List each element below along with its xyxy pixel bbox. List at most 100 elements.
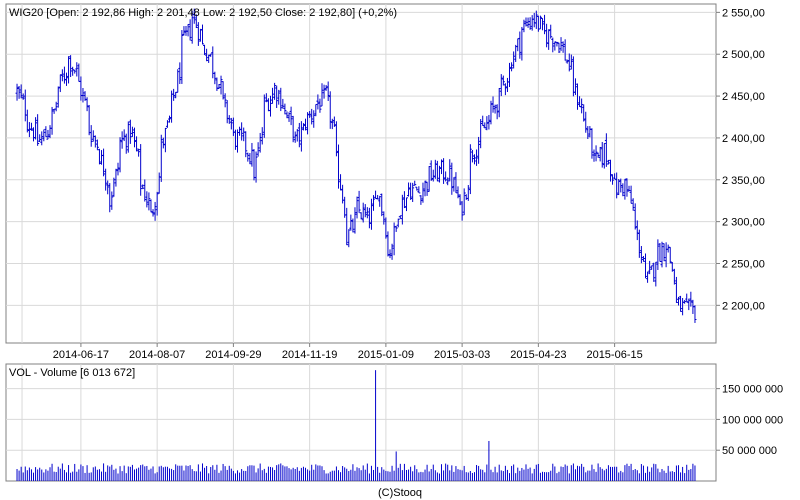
ohlc-bar <box>559 37 563 51</box>
ohlc-bar <box>256 142 260 157</box>
ohlc-bar <box>347 229 351 248</box>
ohlc-bar <box>668 246 672 264</box>
ohlc-bar <box>549 24 553 39</box>
ohlc-bar <box>435 160 439 182</box>
ohlc-bar <box>50 106 54 135</box>
x-tick-label: 2014-08-07 <box>129 349 185 361</box>
ohlc-bar <box>372 195 376 211</box>
ohlc-bar <box>662 243 666 262</box>
ohlc-bar <box>526 17 530 28</box>
ohlc-bar <box>646 271 650 283</box>
price-y-tick-label: 2 450,00 <box>722 91 765 103</box>
ohlc-bar <box>557 42 561 53</box>
ohlc-bar <box>200 24 204 45</box>
ohlc-bar <box>182 26 186 36</box>
ohlc-bar <box>402 191 406 209</box>
ohlc-bar <box>205 48 209 62</box>
ohlc-bar <box>427 166 431 192</box>
price-y-tick-label: 2 200,00 <box>722 300 765 312</box>
ohlc-bar <box>17 86 21 99</box>
ohlc-bar <box>73 69 77 74</box>
ohlc-bar <box>163 127 167 153</box>
x-tick-label: 2014-06-17 <box>53 349 109 361</box>
ohlc-bar <box>64 72 68 86</box>
ohlc-bar <box>497 88 501 118</box>
ohlc-bar <box>118 137 122 173</box>
ohlc-bar <box>93 135 97 148</box>
ohlc-bar <box>508 62 512 87</box>
ohlc-bar <box>130 126 134 137</box>
ohlc-bar <box>656 239 660 271</box>
ohlc-bar <box>279 87 283 112</box>
ohlc-bar <box>246 152 250 162</box>
ohlc-bar <box>448 159 452 182</box>
ohlc-bar <box>56 86 60 108</box>
ohlc-bar <box>590 128 594 159</box>
ohlc-bar <box>277 89 281 105</box>
ohlc-bar <box>654 261 658 287</box>
ohlc-bar <box>390 243 394 260</box>
ohlc-bar <box>137 148 141 157</box>
ohlc-bar <box>586 126 590 140</box>
ohlc-bar <box>674 276 678 303</box>
ohlc-bar <box>452 177 456 192</box>
date-axis-ticks: 2014-06-17 2014-08-07 2014-09-29 2014-11-19… <box>53 343 643 361</box>
ohlc-bar <box>151 209 155 217</box>
ohlc-bar <box>419 195 423 205</box>
volume-y-axis-ticks: 50 000 000 100 000 000 150 000 000 <box>716 384 783 457</box>
ohlc-bar <box>176 69 180 93</box>
ohlc-bar <box>369 198 373 230</box>
ohlc-bar <box>34 117 38 140</box>
ohlc-bar <box>468 144 472 195</box>
ohlc-bar <box>320 83 324 107</box>
ohlc-bar <box>89 125 93 147</box>
ohlc-bar <box>417 186 421 194</box>
ohlc-bar <box>159 134 163 182</box>
ohlc-bar <box>203 44 207 56</box>
ohlc-bar <box>271 87 275 104</box>
ohlc-bar <box>384 217 388 239</box>
ohlc-bar <box>615 172 619 199</box>
ohlc-bar <box>308 111 312 118</box>
ohlc-bar <box>161 137 165 149</box>
ohlc-bar <box>466 185 470 201</box>
ohlc-bar <box>75 62 79 77</box>
ohlc-bar <box>155 191 159 216</box>
ohlc-bar <box>431 169 435 182</box>
ohlc-bar <box>477 136 481 164</box>
ohlc-bar <box>126 121 130 153</box>
ohlc-bar <box>69 55 73 78</box>
ohlc-bar <box>627 185 631 192</box>
ohlc-bar <box>260 127 264 145</box>
ohlc-bar <box>652 262 656 282</box>
ohlc-bar <box>470 149 474 163</box>
ohlc-bar <box>633 203 637 230</box>
ohlc-bar <box>425 181 429 196</box>
ohlc-bar <box>404 197 408 212</box>
ohlc-bar <box>188 19 192 41</box>
ohlc-bar <box>625 178 629 197</box>
ohlc-bar <box>611 174 615 185</box>
ohlc-bar <box>312 110 316 128</box>
ohlc-bar <box>95 139 99 151</box>
ohlc-bar <box>285 111 289 119</box>
price-y-axis-ticks: 2 200,00 2 250,00 2 300,00 2 350,00 2 400,00… <box>716 7 765 312</box>
ohlc-bar <box>124 133 128 154</box>
price-panel <box>5 3 717 344</box>
ohlc-bar <box>524 17 528 27</box>
ohlc-bar <box>297 122 301 148</box>
ohlc-bar <box>563 39 567 61</box>
volume-panel <box>5 363 717 482</box>
ohlc-bar <box>58 74 62 93</box>
ohlc-bar <box>499 74 503 97</box>
price-ohlc-series <box>15 8 697 323</box>
ohlc-bar <box>580 98 584 114</box>
ohlc-bar <box>598 146 602 162</box>
ohlc-bar <box>353 207 357 234</box>
ohlc-bar <box>540 17 544 31</box>
price-y-tick-label: 2 250,00 <box>722 258 765 270</box>
ohlc-bar <box>639 246 643 264</box>
ohlc-bar <box>336 144 340 189</box>
ohlc-bar <box>334 121 338 157</box>
